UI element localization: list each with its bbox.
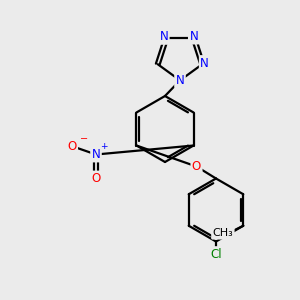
Text: O: O xyxy=(68,140,76,154)
Text: −: − xyxy=(80,134,88,144)
Text: O: O xyxy=(92,172,100,185)
Text: +: + xyxy=(100,142,108,151)
Text: N: N xyxy=(92,148,100,161)
Text: O: O xyxy=(192,160,201,173)
Text: N: N xyxy=(176,74,184,87)
Text: CH₃: CH₃ xyxy=(212,228,233,238)
Text: N: N xyxy=(160,30,168,44)
Text: N: N xyxy=(200,56,209,70)
Text: Cl: Cl xyxy=(210,248,222,261)
Text: N: N xyxy=(189,30,198,43)
